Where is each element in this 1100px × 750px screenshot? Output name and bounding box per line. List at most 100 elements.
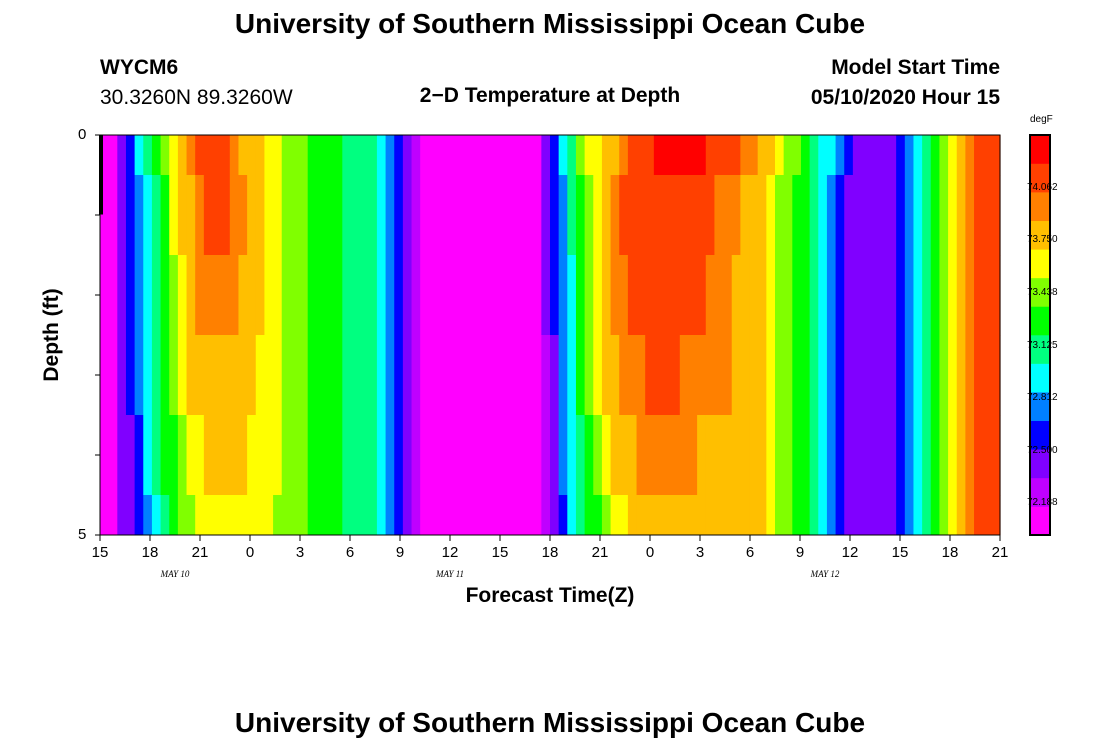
x-tick-label: 15 — [91, 544, 109, 561]
heatmap-cell — [480, 175, 491, 256]
heatmap-cell — [151, 335, 162, 416]
heatmap-cell — [878, 175, 889, 256]
heatmap-cell — [974, 135, 984, 176]
heatmap-cell — [299, 255, 309, 336]
heatmap-cell — [402, 415, 413, 496]
heatmap-cell — [411, 175, 421, 256]
heatmap-cell — [428, 135, 439, 176]
heatmap-cell — [177, 135, 188, 176]
heatmap-cell — [437, 255, 447, 336]
heatmap-cell — [212, 415, 222, 496]
heatmap-cell — [896, 175, 906, 256]
heatmap-cell — [982, 175, 992, 256]
heatmap-cell — [316, 495, 326, 536]
heatmap-cell — [446, 335, 456, 416]
colorbar-tick-label: 73.125 — [1027, 339, 1058, 351]
heatmap-cell — [688, 175, 698, 256]
heatmap-cell — [939, 135, 949, 176]
heatmap-cell — [601, 335, 612, 416]
colorbar-units: degF — [1030, 114, 1053, 125]
heatmap-cell — [229, 335, 240, 416]
heatmap-cell — [143, 135, 153, 176]
heatmap-cell — [653, 255, 664, 336]
x-tick-label: 0 — [245, 544, 255, 561]
heatmap-cell — [333, 255, 343, 336]
heatmap-cell — [948, 255, 958, 336]
heatmap-cell — [524, 135, 534, 176]
heatmap-cell — [472, 495, 482, 536]
heatmap-cell — [601, 415, 612, 496]
heatmap-cell — [930, 335, 941, 416]
heatmap-cell — [203, 495, 214, 536]
heatmap-cell — [134, 495, 144, 536]
heatmap-cell — [325, 335, 335, 416]
x-tick-label: 18 — [141, 544, 159, 561]
x-tick-label: 21 — [591, 544, 609, 561]
heatmap-cell — [610, 175, 620, 256]
heatmap-cell — [515, 495, 525, 536]
heatmap-cell — [679, 135, 690, 176]
heatmap-cell — [143, 335, 153, 416]
heatmap-cell — [299, 335, 309, 416]
heatmap-cell — [922, 335, 932, 416]
heatmap-cell — [636, 135, 646, 176]
heatmap-cell — [982, 135, 992, 176]
heatmap-cell — [532, 135, 542, 176]
heatmap-cell — [671, 415, 681, 496]
heatmap-cell — [887, 495, 897, 536]
heatmap-cell — [385, 255, 395, 336]
heatmap-cell — [221, 135, 231, 176]
heatmap-cell — [333, 415, 343, 496]
heatmap-cell — [818, 415, 828, 496]
heatmap-cell — [809, 135, 819, 176]
heatmap-cell — [826, 495, 837, 536]
heatmap-cell — [974, 175, 984, 256]
heatmap-cell — [177, 495, 188, 536]
heatmap-cell — [489, 415, 499, 496]
heatmap-cell — [800, 335, 811, 416]
heatmap-cell — [844, 255, 854, 336]
heatmap-cell — [878, 135, 889, 176]
heatmap-cell — [247, 335, 257, 416]
heatmap-cell — [844, 415, 854, 496]
heatmap-cell — [385, 495, 395, 536]
footer-title: University of Southern Mississippi Ocean… — [234, 707, 866, 738]
x-tick-label: 6 — [345, 544, 355, 561]
x-tick-label: 6 — [745, 544, 755, 561]
heatmap-cell — [731, 495, 741, 536]
heatmap-cell — [221, 335, 231, 416]
heatmap-cell — [775, 175, 785, 256]
heatmap-cell — [350, 255, 361, 336]
heatmap-cell — [904, 335, 915, 416]
heatmap-cell — [143, 495, 153, 536]
heatmap-cell — [861, 255, 871, 336]
heatmap-cell — [714, 135, 724, 176]
heatmap-cell — [627, 255, 638, 336]
colorbar-segment — [1030, 506, 1050, 536]
heatmap-cell — [428, 415, 439, 496]
heatmap-cell — [956, 135, 966, 176]
heatmap-cell — [350, 135, 361, 176]
heatmap-cell — [394, 175, 404, 256]
heatmap-cell — [437, 335, 447, 416]
heatmap-cell — [887, 175, 897, 256]
heatmap-cell — [290, 175, 300, 256]
heatmap-cell — [247, 415, 257, 496]
x-tick-label: 18 — [941, 544, 959, 561]
heatmap-cell — [446, 135, 456, 176]
heatmap-cell — [480, 335, 491, 416]
heatmap-cell — [662, 135, 672, 176]
heatmap-cell — [541, 255, 551, 336]
colorbar-frame — [1029, 134, 1051, 536]
heatmap-cell — [567, 335, 577, 416]
heatmap-cell — [385, 415, 395, 496]
heatmap-cell — [861, 415, 871, 496]
heatmap-cell — [299, 415, 309, 496]
heatmap-cell — [229, 255, 240, 336]
heatmap-cell — [844, 335, 854, 416]
heatmap-cell — [948, 135, 958, 176]
heatmap-cell — [480, 135, 491, 176]
x-tick-label: 9 — [395, 544, 405, 561]
y-tick-label: 0 — [78, 126, 87, 143]
